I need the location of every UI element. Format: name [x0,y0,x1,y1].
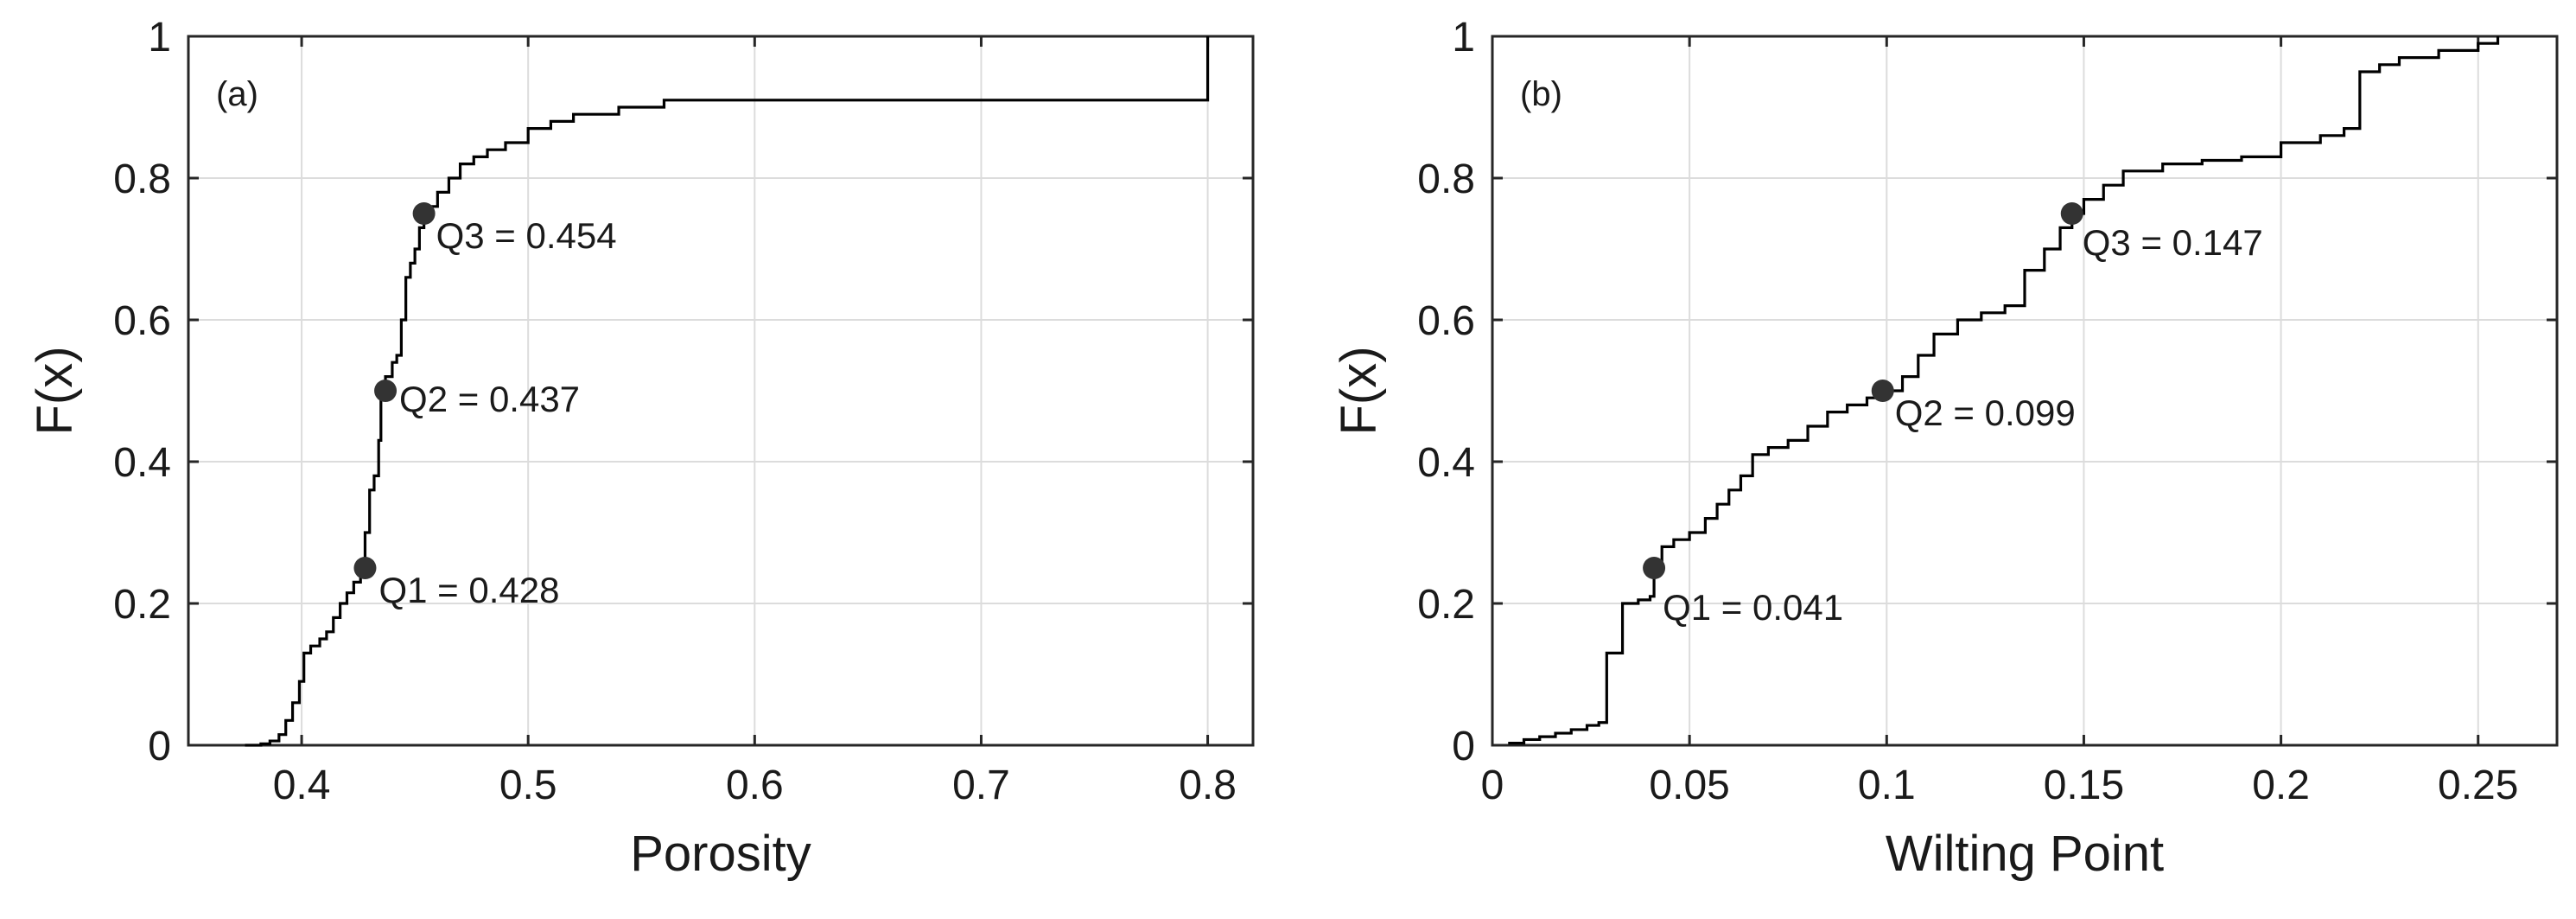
quartile-marker [412,202,436,225]
y-tick-label: 0.2 [1417,582,1475,628]
panel-a: 0.4 0.5 0.6 0.7 0.8 0 0.2 0.4 0.6 0.8 1 Porosity F(x… [27,15,1255,882]
panel-b: 0 0.05 0.1 0.15 0.2 0.25 0 0.2 0.4 0.6 0.8 1 Wilting… [1331,15,2559,882]
x-tick-label: 0.2 [2252,763,2310,808]
quartile-marker [1871,380,1894,402]
quartile-label: Q3 = 0.147 [2083,222,2263,263]
quartile-marker [1643,557,1666,579]
x-tick-label: 0.7 [952,763,1010,808]
plot-frame [187,35,1255,747]
x-tick-label: 0.6 [726,763,784,808]
x-tick-label: 0.5 [499,763,557,808]
x-tick-label: 0.4 [273,763,331,808]
x-axis-label: Wilting Point [1886,826,2164,882]
quartile-marker [2060,202,2083,225]
quartile-marker [374,380,398,402]
panel-label: (b) [1520,75,1562,113]
y-tick-label: 0.6 [113,298,171,344]
x-tick-label: 0.25 [2438,763,2518,808]
x-tick-label: 0.8 [1179,763,1237,808]
quartile-marker [353,557,377,579]
quartile-label: Q3 = 0.454 [436,215,617,256]
x-tick-label: 0.1 [1858,763,1916,808]
x-tick-label: 0 [1481,763,1504,808]
quartile-label: Q2 = 0.099 [1895,392,2076,433]
y-tick-label: 0.4 [1417,440,1475,486]
x-tick-label: 0.05 [1649,763,1729,808]
quartile-label: Q1 = 0.041 [1663,587,1843,628]
x-axis-label: Porosity [630,826,811,882]
y-tick-label: 0.8 [113,156,171,202]
x-tick-label: 0.15 [2044,763,2124,808]
panel-label: (a) [216,75,258,113]
quartile-label: Q1 = 0.428 [378,570,559,610]
y-tick-label: 0 [148,724,171,769]
y-tick-label: 0.4 [113,440,171,486]
y-tick-label: 0.8 [1417,156,1475,202]
y-tick-label: 1 [148,15,171,61]
quartile-label: Q2 = 0.437 [399,379,580,419]
y-tick-label: 0 [1452,724,1475,769]
plot-frame [1491,35,2559,747]
y-axis-label: F(x) [1331,346,1387,435]
cdf-line [245,36,1210,747]
y-tick-label: 0.6 [1417,298,1475,344]
y-axis-label: F(x) [27,346,83,435]
y-tick-label: 0.2 [113,582,171,628]
y-tick-label: 1 [1452,15,1475,61]
